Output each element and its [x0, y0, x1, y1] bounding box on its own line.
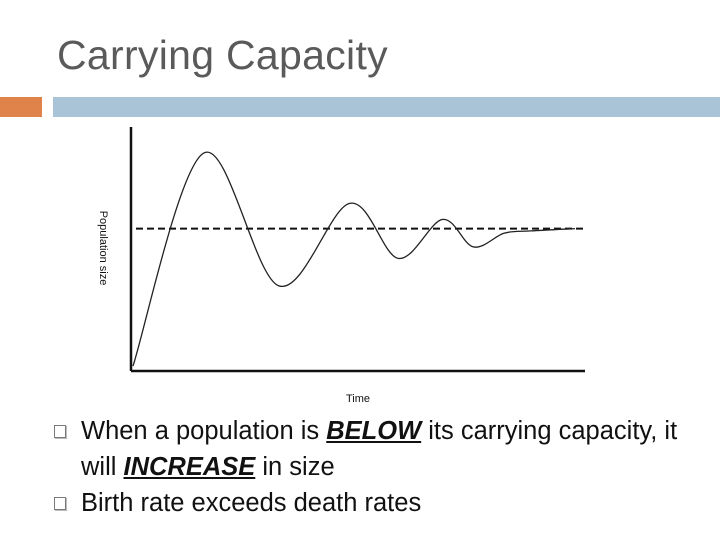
bullet-item: Birth rate exceeds death rates	[54, 485, 704, 521]
x-axis-label: Time	[346, 393, 370, 405]
population-curve	[132, 151, 576, 367]
bullet-text: its carrying capacity, it will	[81, 417, 678, 481]
bullet-item: When a population is BELOW its carrying …	[54, 413, 704, 485]
title-accent-bar-orange	[0, 97, 42, 117]
bullet-text: Birth rate exceeds death rates	[81, 489, 422, 517]
bullet-square-icon	[54, 425, 66, 438]
title-accent-bar-blue	[53, 97, 720, 117]
bullet-list: When a population is BELOW its carrying …	[54, 413, 704, 521]
bullet-text: in size	[255, 453, 335, 481]
bullet-text: When a population is	[81, 417, 327, 445]
y-axis-label: Population size	[97, 211, 109, 286]
emphasized-text: BELOW	[326, 417, 422, 445]
emphasized-text: INCREASE	[123, 453, 256, 481]
bullet-square-icon	[54, 497, 66, 510]
slide-title: Carrying Capacity	[57, 32, 388, 78]
